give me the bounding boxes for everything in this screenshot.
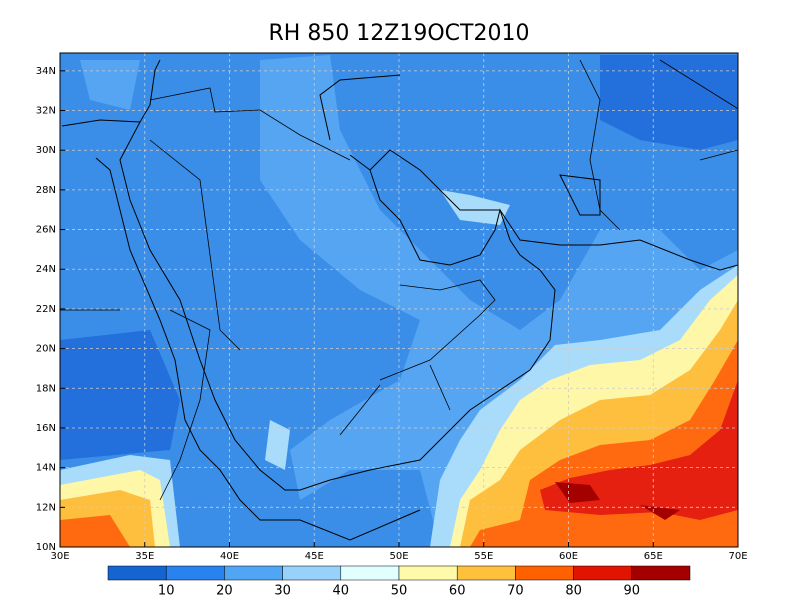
- y-tick-label: 28N: [36, 185, 56, 196]
- colorbar-swatch: [515, 565, 574, 581]
- x-tick-label: 60E: [559, 551, 578, 562]
- colorbar-swatch: [398, 565, 458, 581]
- x-tick-label: 55E: [474, 551, 493, 562]
- y-tick-label: 18N: [36, 383, 56, 394]
- colorbar-label: 30: [274, 584, 291, 599]
- y-tick-label: 26N: [36, 225, 56, 236]
- x-tick-label: 65E: [644, 551, 663, 562]
- colorbar-swatch: [340, 565, 400, 581]
- y-tick-label: 16N: [36, 423, 56, 434]
- x-tick-label: 30E: [50, 551, 69, 562]
- colorbar-swatch: [224, 565, 283, 581]
- y-tick-label: 30N: [36, 145, 56, 156]
- x-tick-label: 35E: [135, 551, 154, 562]
- colorbar-label: 10: [158, 584, 175, 599]
- x-tick-label: 40E: [220, 551, 239, 562]
- y-tick-label: 22N: [36, 304, 56, 315]
- graticule: [60, 53, 738, 547]
- y-tick-label: 24N: [36, 264, 56, 275]
- colorbar-label: 20: [216, 584, 233, 599]
- colorbar: 10 20 30 40 50 60 70 80 90: [107, 565, 691, 599]
- y-tick-label: 34N: [36, 66, 56, 77]
- colorbar-swatch: [165, 565, 225, 581]
- colorbar-label: 70: [507, 584, 524, 599]
- colorbar-swatch: [282, 565, 342, 581]
- colorbar-swatch: [107, 565, 167, 581]
- colorbar-label: 60: [449, 584, 466, 599]
- colorbar-label: 50: [391, 584, 408, 599]
- y-tick-label: 12N: [36, 502, 56, 513]
- colorbar-swatch: [573, 565, 633, 581]
- colorbar-label: 80: [565, 584, 582, 599]
- y-tick-label: 14N: [36, 463, 56, 474]
- x-tick-label: 70E: [728, 551, 747, 562]
- axes: 30E 35E 40E 45E 50E 55E 60E 65E 70E 10N 12N 14N 16N 1…: [36, 66, 748, 562]
- y-tick-label: 32N: [36, 106, 56, 117]
- x-tick-label: 50E: [389, 551, 408, 562]
- colorbar-swatch: [456, 565, 516, 581]
- y-tick-label: 20N: [36, 344, 56, 355]
- x-tick-label: 45E: [305, 551, 324, 562]
- y-tick-label: 10N: [36, 542, 56, 553]
- map-title: RH 850 12Z19OCT2010: [269, 21, 530, 46]
- colorbar-swatch: [631, 565, 691, 581]
- humidity-field: [60, 53, 738, 547]
- colorbar-label: 40: [333, 584, 350, 599]
- colorbar-label: 90: [624, 584, 641, 599]
